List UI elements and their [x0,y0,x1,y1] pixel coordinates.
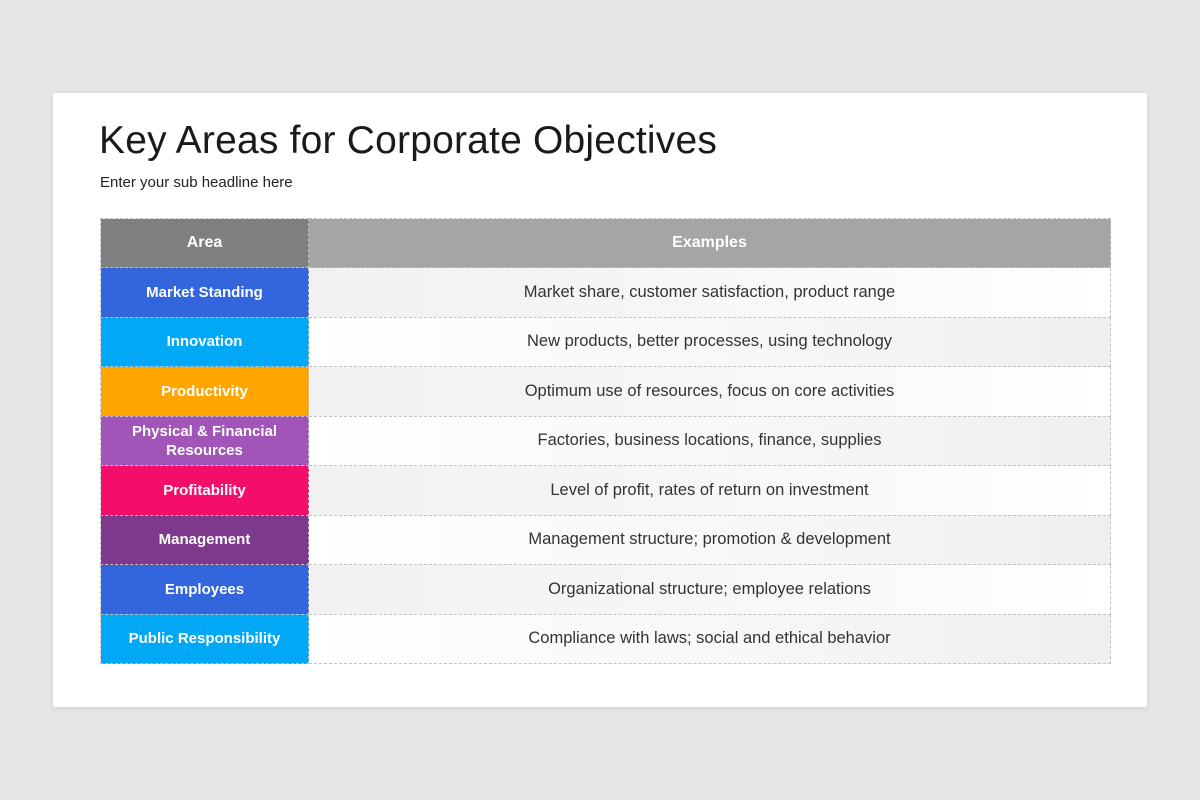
table-row: Profitability Level of profit, rates of … [100,465,1111,516]
examples-cell: Optimum use of resources, focus on core … [308,366,1111,417]
table-body: Market Standing Market share, customer s… [100,267,1111,664]
area-cell: Productivity [100,366,309,417]
objectives-table: Area Examples Market Standing Market sha… [100,218,1111,664]
slide-card: Key Areas for Corporate Objectives Enter… [53,93,1147,707]
table-row: Management Management structure; promoti… [100,514,1111,565]
table-row: Market Standing Market share, customer s… [100,267,1111,318]
table-row: Productivity Optimum use of resources, f… [100,366,1111,417]
area-cell: Profitability [100,465,309,516]
area-cell: Physical & Financial Resources [100,415,309,466]
examples-cell: Management structure; promotion & develo… [308,514,1111,565]
header-area: Area [100,218,309,268]
examples-cell: Organizational structure; employee relat… [308,564,1111,615]
table-header-row: Area Examples [100,218,1111,268]
table-row: Physical & Financial Resources Factories… [100,415,1111,466]
examples-cell: Factories, business locations, finance, … [308,415,1111,466]
table-row: Innovation New products, better processe… [100,316,1111,367]
examples-cell: Level of profit, rates of return on inve… [308,465,1111,516]
slide-subtitle: Enter your sub headline here [100,174,293,191]
area-cell: Management [100,514,309,565]
area-cell: Employees [100,564,309,615]
table-row: Employees Organizational structure; empl… [100,564,1111,615]
area-cell: Public Responsibility [100,613,309,664]
area-cell: Market Standing [100,267,309,318]
slide-title: Key Areas for Corporate Objectives [99,119,718,162]
table-row: Public Responsibility Compliance with la… [100,613,1111,664]
header-examples: Examples [308,218,1111,268]
examples-cell: Compliance with laws; social and ethical… [308,613,1111,664]
area-cell: Innovation [100,316,309,367]
examples-cell: New products, better processes, using te… [308,316,1111,367]
examples-cell: Market share, customer satisfaction, pro… [308,267,1111,318]
